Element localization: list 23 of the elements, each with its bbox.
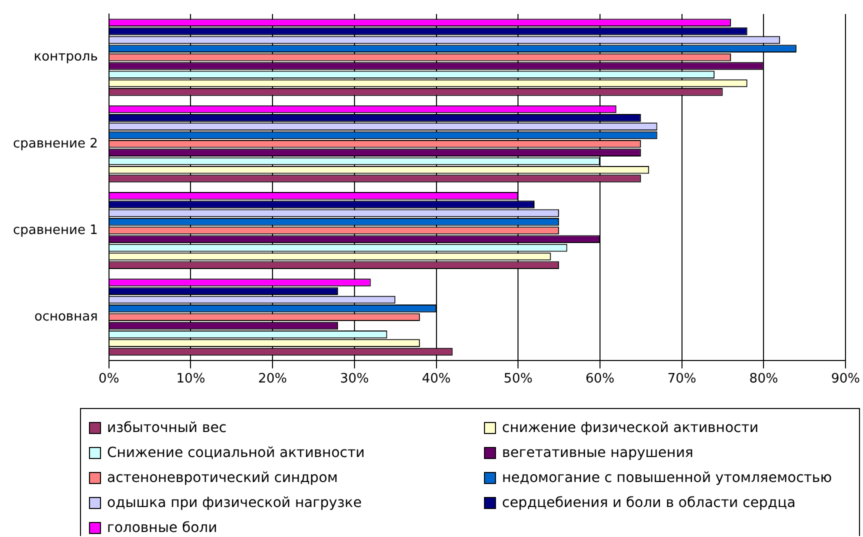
x-tick-label: 50% <box>504 372 533 387</box>
x-tick-label: 40% <box>422 372 451 387</box>
legend-label: одышка при физической нагрузке <box>106 494 363 512</box>
x-tick-label: 0% <box>98 372 120 387</box>
legend-label: Снижение социальной активности <box>106 444 366 462</box>
legend-label: избыточный вес <box>106 418 228 438</box>
x-tick-label: 30% <box>340 372 369 387</box>
x-tick-label: 60% <box>586 372 614 387</box>
legend-label: недомогание с повышенной утомляемостью <box>501 468 833 488</box>
y-tick-label: контроль <box>34 50 98 65</box>
legend-label: астеноневротический синдром <box>106 468 339 488</box>
legend-label: снижение физической активности <box>501 418 760 438</box>
legend-label: головные боли <box>106 518 218 537</box>
y-tick-label: основная <box>34 309 98 324</box>
legend-label: сердцебиения и боли в области сердца <box>501 494 797 512</box>
x-tick-label: 80% <box>749 372 778 387</box>
legend-label: вегетативные нарушения <box>501 444 694 462</box>
x-tick-label: 90% <box>831 372 860 387</box>
x-tick-label: 10% <box>176 372 206 387</box>
x-tick-label: 70% <box>667 372 696 387</box>
y-tick-label: сравнение 1 <box>13 222 98 238</box>
x-tick-label: 20% <box>258 372 288 387</box>
y-tick-label: сравнение 2 <box>13 136 98 152</box>
